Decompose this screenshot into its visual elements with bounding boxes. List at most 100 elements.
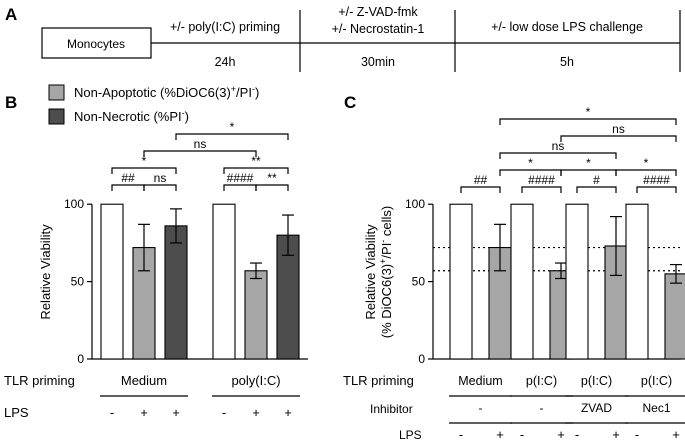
- bar: [212, 203, 236, 360]
- timeline-start-box: [41, 27, 152, 59]
- bar: [625, 203, 649, 360]
- significance-bracket: [499, 118, 677, 125]
- y-axis-title: Relative Viability: [38, 224, 53, 320]
- significance-label: *: [142, 154, 147, 168]
- inhibitor-label: -: [479, 401, 483, 415]
- group-label: p(I:C): [526, 374, 557, 388]
- y-axis-title: Relative Viability: [363, 224, 378, 320]
- y-tick-label: 0: [77, 352, 84, 366]
- lps-sign: +: [172, 405, 180, 420]
- group-label: poly(I:C): [231, 373, 280, 388]
- lps-sign: +: [612, 427, 620, 442]
- bar: [565, 203, 589, 360]
- timeline: Monocytes +/- poly(I:C) priming 24h +/- Z-…: [41, 5, 681, 72]
- significance-bracket: [143, 184, 177, 191]
- lps-sign: -: [635, 427, 639, 442]
- significance-label: ####: [528, 173, 555, 187]
- significance-label: ns: [612, 122, 625, 136]
- significance-bracket: [460, 186, 501, 193]
- inhibitor-label: -: [540, 401, 544, 415]
- lps-sign: +: [140, 405, 148, 420]
- significance-bracket: [560, 169, 617, 176]
- legend-label: Non-Apoptotic (%DiOC6(3)+/PI-): [74, 84, 259, 100]
- group-label: Medium: [458, 374, 502, 388]
- bar: [244, 270, 268, 360]
- significance-label: *: [644, 156, 649, 170]
- row-label-lps: LPS: [4, 405, 29, 420]
- timeline-duration: 5h: [560, 55, 574, 69]
- timeline-step-label: +/- poly(I:C) priming: [170, 20, 280, 34]
- legend-label: Non-Necrotic (%PI-): [74, 108, 189, 124]
- lps-sign: +: [496, 427, 504, 442]
- panel-letter-b: B: [5, 93, 17, 112]
- lps-sign: +: [252, 405, 260, 420]
- timeline-duration: 30min: [361, 55, 395, 69]
- lps-sign: -: [459, 427, 463, 442]
- significance-bracket: [576, 186, 617, 193]
- significance-bracket: [111, 167, 177, 174]
- group-label: Medium: [121, 373, 167, 388]
- bar: [164, 225, 188, 360]
- y-axis-title-line2: (% DiOC6(3)+/PI- cells): [378, 206, 394, 339]
- significance-bracket: [143, 150, 257, 157]
- significance-label: #: [593, 173, 600, 187]
- significance-label: ####: [643, 173, 670, 187]
- bar: [510, 203, 534, 360]
- lps-sign: +: [672, 427, 680, 442]
- inhibitor-label: ZVAD: [581, 401, 612, 415]
- significance-label: *: [230, 120, 235, 134]
- significance-label: ####: [227, 171, 254, 185]
- timeline-step-label: +/- Z-VAD-fmk: [338, 5, 418, 19]
- y-tick-label: 0: [418, 352, 425, 366]
- legend-swatch: [48, 108, 65, 125]
- significance-bracket: [499, 152, 617, 159]
- timeline-step-label: +/- low dose LPS challenge: [491, 20, 643, 34]
- significance-label: ns: [194, 137, 207, 151]
- chart-panel-b: 0 50 100 - + + - + + ## ns * #### ** ** ns * Relative Via…: [4, 120, 308, 420]
- lps-sign: -: [575, 427, 579, 442]
- significance-bracket: [636, 186, 677, 193]
- timeline-duration: 24h: [215, 55, 236, 69]
- lps-sign: +: [557, 427, 565, 442]
- lps-sign: +: [284, 405, 292, 420]
- group-label: p(I:C): [581, 374, 612, 388]
- legend: Non-Apoptotic (%DiOC6(3)+/PI-) Non-Necrot…: [48, 84, 259, 125]
- bar: [100, 203, 124, 360]
- significance-label: ns: [552, 139, 565, 153]
- y-tick-label: 50: [412, 275, 426, 289]
- significance-label: **: [267, 171, 277, 185]
- y-tick-label: 100: [405, 197, 425, 211]
- significance-label: ##: [121, 171, 135, 185]
- panel-letter-a: A: [5, 5, 17, 24]
- significance-bracket: [223, 184, 257, 191]
- significance-bracket: [521, 186, 562, 193]
- panel-letter-c: C: [344, 93, 356, 112]
- y-tick-label: 50: [71, 275, 85, 289]
- significance-label: *: [586, 156, 591, 170]
- lps-sign: -: [520, 427, 524, 442]
- inhibitor-label: Nec1: [642, 401, 670, 415]
- legend-swatch: [48, 84, 65, 101]
- significance-bracket: [111, 184, 145, 191]
- significance-label: *: [586, 105, 591, 119]
- significance-label: **: [251, 154, 261, 168]
- row-label-lps: LPS: [399, 428, 422, 442]
- y-tick-label: 100: [64, 197, 84, 211]
- significance-bracket: [560, 135, 677, 142]
- significance-bracket: [223, 167, 289, 174]
- bar: [664, 273, 685, 360]
- timeline-step-label: +/- Necrostatin-1: [332, 22, 425, 36]
- lps-sign: -: [110, 405, 114, 420]
- lps-sign: -: [222, 405, 226, 420]
- timeline-start-label: Monocytes: [67, 37, 125, 51]
- row-label-inhibitor: Inhibitor: [370, 402, 413, 416]
- row-label-tlr: TLR priming: [4, 373, 75, 388]
- significance-label: ns: [154, 171, 167, 185]
- significance-label: ##: [474, 173, 488, 187]
- significance-bracket: [255, 184, 289, 191]
- row-label-tlr: TLR priming: [343, 373, 414, 388]
- bar: [449, 203, 473, 360]
- significance-bracket: [175, 133, 289, 140]
